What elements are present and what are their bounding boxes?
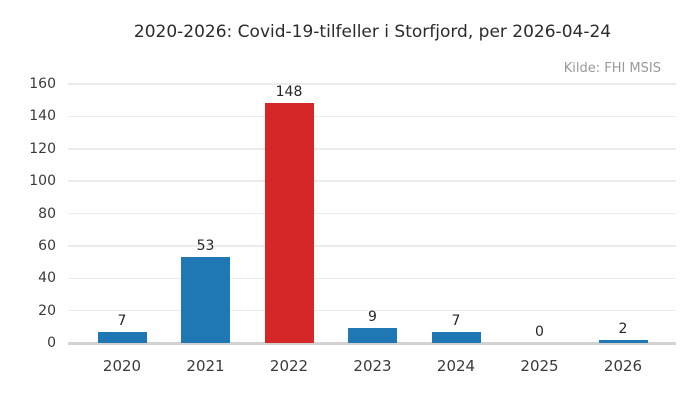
gridline-20 (68, 309, 676, 312)
gridline-40 (68, 277, 676, 279)
x-axis-line (68, 342, 676, 345)
gridline-80 (68, 212, 676, 215)
x-tick-label-2022: 2022 (269, 357, 309, 375)
y-tick-label-120: 120 (29, 140, 56, 157)
gridline-60 (68, 245, 676, 247)
y-tick-label-140: 140 (29, 108, 56, 125)
y-tick-label-160: 160 (29, 76, 56, 92)
gridline-140 (68, 115, 676, 118)
bar-value-label-2025: 0 (535, 324, 544, 340)
x-tick-label-2026: 2026 (603, 357, 643, 375)
bar-2023 (348, 328, 397, 343)
chart-title: 2020-2026: Covid-19-tilfeller i Storfjor… (133, 22, 612, 42)
x-tick-label-2021: 2021 (186, 357, 225, 375)
y-tick-label-20: 20 (38, 302, 56, 319)
bar-value-label-2021: 53 (196, 238, 215, 255)
bar-value-label-2024: 7 (451, 312, 461, 329)
bar-value-label-2022: 148 (275, 84, 303, 101)
y-tick-label-100: 100 (29, 173, 56, 190)
bar-2022 (264, 103, 314, 343)
y-tick-label-80: 80 (38, 205, 56, 222)
gridline-120 (68, 148, 676, 150)
bar-2021 (181, 257, 230, 343)
x-tick-label-2020: 2020 (102, 357, 142, 375)
bar-value-label-2023: 9 (368, 309, 377, 326)
x-tick-label-2023: 2023 (353, 357, 392, 375)
y-tick-label-40: 40 (38, 270, 56, 287)
x-tick-label-2025: 2025 (520, 357, 559, 375)
bar-value-label-2020: 7 (117, 312, 127, 329)
bar-2026 (598, 339, 648, 343)
gridline-100 (68, 180, 676, 182)
bar-value-label-2026: 2 (618, 320, 628, 337)
gridline-160 (68, 83, 676, 85)
bar-2024 (431, 331, 481, 343)
y-tick-label-0: 0 (47, 335, 56, 351)
bar-2020 (97, 331, 147, 343)
source-label: Kilde: FHI MSIS (563, 61, 661, 76)
x-tick-label-2024: 2024 (436, 357, 476, 375)
y-tick-label-60: 60 (38, 237, 56, 254)
